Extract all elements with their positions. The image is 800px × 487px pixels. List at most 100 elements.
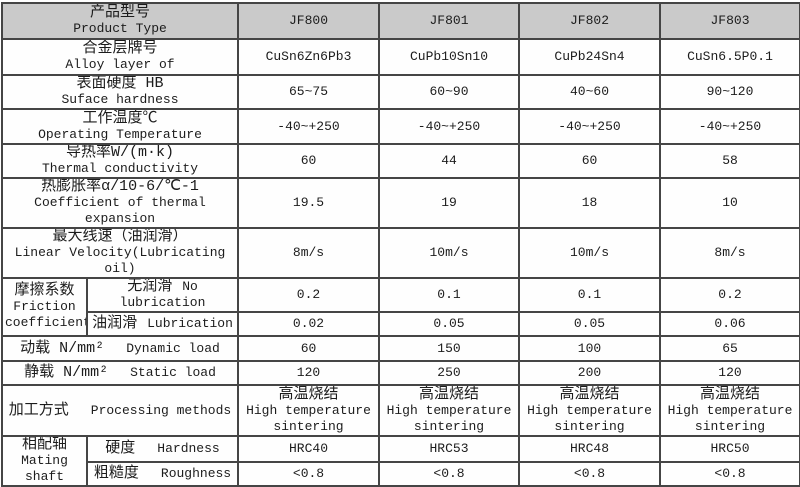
header-row: 产品型号 Product Type JF800 JF801 JF802 JF80… <box>1 2 800 40</box>
friction-lube-jf803-cell: 0.06 <box>659 311 800 337</box>
alloy-row: 合金层牌号 Alloy layer of CuSn6Zn6Pb3 CuPb10S… <box>1 38 800 76</box>
mating-roughness-label-en: Roughness <box>160 466 232 482</box>
friction-label-en-1: Friction <box>13 299 76 314</box>
dynamic-load-label-cell: 动载 N/mm² Dynamic load <box>1 335 239 362</box>
surface-hardness-jf801-cell: 60~90 <box>378 74 520 110</box>
mating-hardness-jf801-cell: HRC53 <box>378 434 520 464</box>
processing-value-en-2: sintering <box>413 418 485 434</box>
processing-value-cn: 高温烧结 <box>559 385 620 403</box>
friction-no-lube-jf803-cell: 0.2 <box>659 277 800 313</box>
processing-value-en-1: High temperature <box>527 402 652 418</box>
operating-temp-jf803-cell: -40~+250 <box>659 108 800 145</box>
static-load-jf803-cell: 120 <box>659 360 800 386</box>
mating-label-cn: 相配轴 <box>21 436 67 453</box>
processing-value-en-1: High temperature <box>667 402 793 418</box>
processing-value-en-2: sintering <box>273 418 344 434</box>
processing-label-cn: 加工方式 <box>8 401 69 419</box>
thermal-expansion-label-cn: 热膨胀率α/10-6/℃-1 <box>41 178 199 195</box>
header-product-jf801: JF801 <box>378 2 520 40</box>
friction-group-label-cell: 摩擦系数 Friction coefficient <box>1 277 88 337</box>
processing-label-en: Processing methods <box>90 402 232 418</box>
linear-velocity-label-cn: 最大线速（油润滑） <box>52 228 188 245</box>
friction-no-lube-jf802-cell: 0.1 <box>518 277 661 313</box>
friction-lube-label-cell: 油润滑 Lubrication <box>86 311 239 337</box>
mating-label-en-2: shaft <box>24 469 64 484</box>
processing-jf803-cell: 高温烧结 High temperature sintering <box>659 384 800 437</box>
operating-temp-label-cell: 工作温度℃ Operating Temperature <box>1 108 239 145</box>
thermal-expansion-row: 热膨胀率α/10-6/℃-1 Coefficient of thermal ex… <box>1 177 800 229</box>
thermal-conductivity-jf800-cell: 60 <box>237 143 380 179</box>
linear-velocity-jf800-cell: 8m/s <box>237 227 380 279</box>
processing-jf800-cell: 高温烧结 High temperature sintering <box>237 384 380 437</box>
dynamic-load-row: 动载 N/mm² Dynamic load 60 150 100 65 <box>1 335 800 362</box>
mating-hardness-jf800-cell: HRC40 <box>237 434 380 464</box>
header-label-en: Product Type <box>73 21 167 36</box>
operating-temp-label-cn: 工作温度℃ <box>82 109 158 127</box>
mating-roughness-row: 粗糙度 Roughness <0.8 <0.8 <0.8 <0.8 <box>2 461 800 487</box>
surface-hardness-jf803-cell: 90~120 <box>659 74 800 110</box>
friction-lube-jf802-cell: 0.05 <box>518 311 661 337</box>
mating-hardness-label-cell: 硬度 Hardness <box>86 434 239 464</box>
mating-hardness-label-en: Hardness <box>157 441 220 457</box>
static-load-row: 静载 N/mm² Static load 120 250 200 120 <box>1 360 800 386</box>
mating-roughness-jf803-cell: <0.8 <box>659 461 800 487</box>
mating-hardness-label-cn: 硬度 <box>105 440 136 458</box>
friction-label-cn: 摩擦系数 <box>14 282 75 299</box>
operating-temp-jf800-cell: -40~+250 <box>237 108 380 145</box>
mating-hardness-jf803-cell: HRC50 <box>659 434 800 464</box>
operating-temp-row: 工作温度℃ Operating Temperature -40~+250 -40… <box>1 108 800 145</box>
static-load-jf802-cell: 200 <box>518 360 661 386</box>
dynamic-load-jf801-cell: 150 <box>378 335 520 362</box>
thermal-expansion-jf803-cell: 10 <box>659 177 800 229</box>
friction-label-en-2: coefficient <box>5 315 87 330</box>
alloy-jf803-cell: CuSn6.5P0.1 <box>659 38 800 76</box>
friction-no-lube-label-cn: 无润滑 <box>127 278 173 295</box>
linear-velocity-jf803-cell: 8m/s <box>659 227 800 279</box>
surface-hardness-label-en: Suface hardness <box>61 92 179 107</box>
operating-temp-jf802-cell: -40~+250 <box>518 108 661 145</box>
surface-hardness-jf800-cell: 65~75 <box>237 74 380 110</box>
processing-value-cn: 高温烧结 <box>418 385 479 403</box>
friction-lube-jf801-cell: 0.05 <box>378 311 520 337</box>
processing-label-cell: 加工方式 Processing methods <box>1 384 239 437</box>
surface-hardness-jf802-cell: 40~60 <box>518 74 661 110</box>
thermal-expansion-jf802-cell: 18 <box>518 177 661 229</box>
header-product-jf803: JF803 <box>659 2 800 40</box>
processing-value-en-1: High temperature <box>246 402 371 418</box>
thermal-expansion-jf800-cell: 19.5 <box>237 177 380 229</box>
header-label-cn: 产品型号 <box>89 4 150 21</box>
header-product-jf802: JF802 <box>518 2 661 40</box>
linear-velocity-jf801-cell: 10m/s <box>378 227 520 279</box>
linear-velocity-label-en: Linear Velocity(Lubricating oil) <box>14 245 226 276</box>
processing-value-cn: 高温烧结 <box>699 385 760 403</box>
mating-roughness-label-cell: 粗糙度 Roughness <box>86 461 239 487</box>
alloy-jf802-cell: CuPb24Sn4 <box>518 38 661 76</box>
operating-temp-label-en: Operating Temperature <box>38 126 202 142</box>
surface-hardness-row: 表面硬度 HB Suface hardness 65~75 60~90 40~6… <box>1 74 800 110</box>
thermal-conductivity-row: 导热率W/(m·k) Thermal conductivity 60 44 60… <box>1 143 800 179</box>
mating-roughness-jf801-cell: <0.8 <box>378 461 520 487</box>
header-label-cell: 产品型号 Product Type <box>1 2 239 40</box>
processing-jf801-cell: 高温烧结 High temperature sintering <box>378 384 520 437</box>
mating-roughness-label-cn: 粗糙度 <box>93 465 139 483</box>
mating-roughness-jf802-cell: <0.8 <box>518 461 661 487</box>
thermal-expansion-jf801-cell: 19 <box>378 177 520 229</box>
thermal-conductivity-label-en: Thermal conductivity <box>41 161 199 176</box>
static-load-jf801-cell: 250 <box>378 360 520 386</box>
alloy-jf800-cell: CuSn6Zn6Pb3 <box>237 38 380 76</box>
processing-value-en-2: sintering <box>554 418 625 434</box>
operating-temp-jf801-cell: -40~+250 <box>378 108 520 145</box>
dynamic-load-label-cn: 动载 N/mm² <box>20 339 105 357</box>
thermal-conductivity-jf801-cell: 44 <box>378 143 520 179</box>
friction-no-lube-label-cell: 无润滑 No lubrication <box>86 277 239 313</box>
friction-lube-row: 油润滑 Lubrication 0.02 0.05 0.05 0.06 <box>2 311 800 337</box>
mating-label-en-1: Mating <box>21 453 68 468</box>
alloy-label-en: Alloy layer of <box>65 57 175 72</box>
mating-hardness-row: 相配轴 Mating shaft 硬度 Hardness HRC40 HRC53 … <box>1 434 800 487</box>
static-load-label-en: Static load <box>130 365 216 380</box>
linear-velocity-jf802-cell: 10m/s <box>518 227 661 279</box>
dynamic-load-jf803-cell: 65 <box>659 335 800 362</box>
friction-no-lube-label-en: No lubrication <box>119 279 206 310</box>
surface-hardness-label-cell: 表面硬度 HB Suface hardness <box>1 74 239 110</box>
